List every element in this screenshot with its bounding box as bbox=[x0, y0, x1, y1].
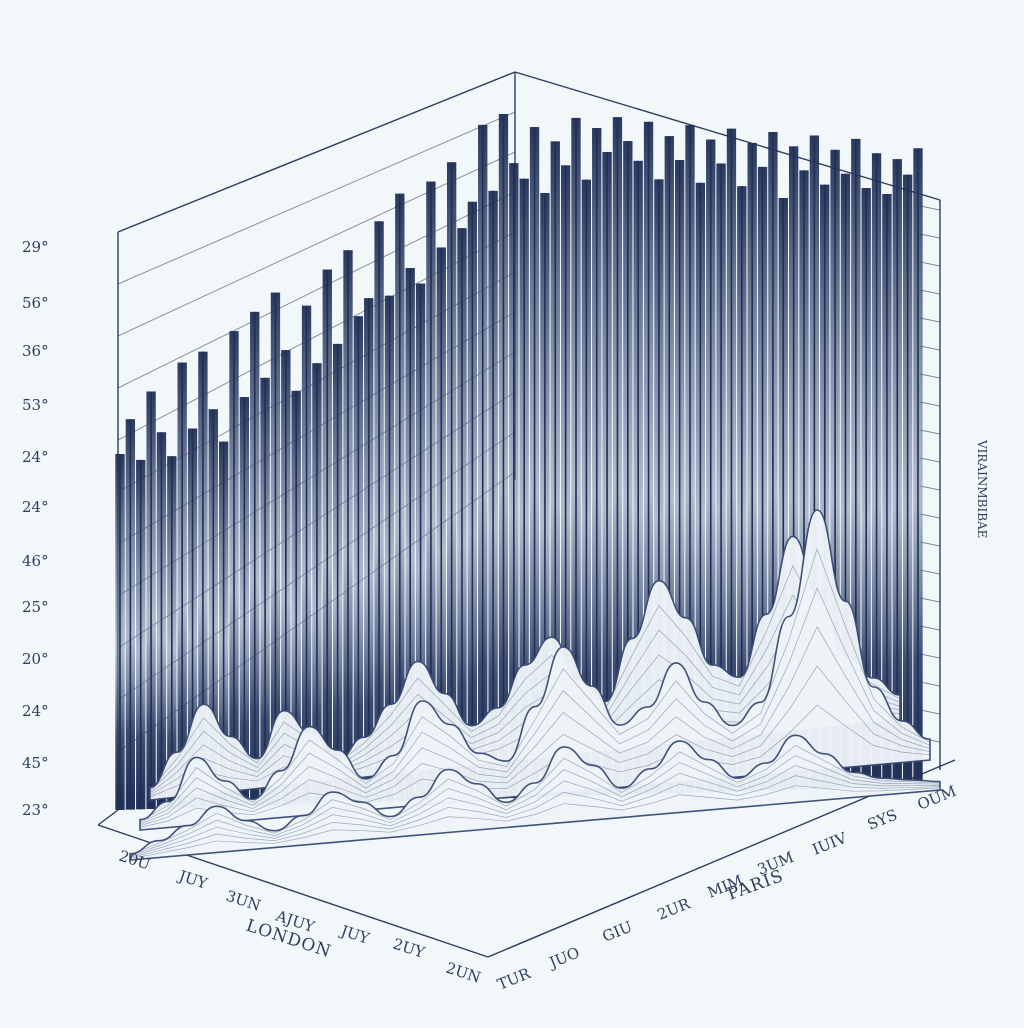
y-tick-label: 24° bbox=[22, 702, 49, 720]
right-wall-tick bbox=[919, 205, 941, 211]
ridge-contour bbox=[129, 775, 941, 858]
front-ridge bbox=[129, 734, 941, 861]
y-tick-label: 53° bbox=[22, 396, 49, 414]
left-axis-tick-label: 3UN bbox=[224, 887, 263, 915]
right-wall-tick bbox=[919, 373, 941, 379]
right-wall-ticks bbox=[919, 205, 941, 743]
right-wall-tick bbox=[919, 233, 941, 239]
right-wall-tick bbox=[919, 569, 941, 575]
right-wall-tick bbox=[919, 429, 941, 435]
right-wall-tick bbox=[919, 345, 941, 351]
ridge-contour bbox=[129, 755, 941, 856]
front-series-layer bbox=[129, 509, 941, 861]
y-tick-label: 20° bbox=[22, 650, 49, 668]
left-axis-tick-label: 2UN bbox=[444, 959, 483, 987]
right-axis-tick-label: GIU bbox=[600, 918, 635, 946]
right-wall-tick bbox=[919, 289, 941, 295]
ridge-contour bbox=[139, 547, 931, 822]
right-wall-tick bbox=[919, 317, 941, 323]
y-tick-label: 24° bbox=[22, 448, 49, 466]
y-tick-label: 23° bbox=[22, 801, 49, 819]
right-axis-tick-label: IUIV bbox=[810, 828, 851, 858]
right-axis-tick-label: 2UR bbox=[655, 894, 693, 923]
y-tick-label: 29° bbox=[22, 238, 49, 256]
front-ridge bbox=[139, 509, 931, 831]
ridge-contour bbox=[129, 744, 941, 855]
right-wall-tick bbox=[919, 261, 941, 267]
left-axis-tick-label: JUY bbox=[175, 866, 211, 893]
gridline bbox=[117, 111, 516, 285]
right-wall-tick bbox=[919, 457, 941, 463]
left-axis-tick-label: JUY bbox=[337, 921, 373, 948]
right-wall-tick bbox=[919, 653, 941, 659]
right-axis-tick-label: SYS bbox=[865, 806, 900, 834]
right-wall-tick bbox=[919, 625, 941, 631]
right-wall-tick bbox=[919, 485, 941, 491]
ridge-contour bbox=[139, 665, 931, 827]
y-tick-label: 56° bbox=[22, 294, 49, 312]
frame-left-foot bbox=[97, 809, 119, 826]
y-tick-label: 46° bbox=[22, 552, 49, 570]
y-tick-label: 45° bbox=[22, 754, 49, 772]
left-axis-tick-label: 2UY bbox=[391, 935, 428, 962]
right-wall-tick bbox=[919, 541, 941, 547]
back-series-layer bbox=[115, 113, 923, 810]
ridge-contour bbox=[129, 765, 941, 857]
right-axis-title: PARIS bbox=[725, 866, 787, 905]
ridge-contour bbox=[139, 626, 931, 825]
y-tick-label: 36° bbox=[22, 342, 49, 360]
ridge-contour bbox=[129, 785, 941, 859]
ridge-contour bbox=[149, 594, 901, 792]
right-axis-tick-label: JUO bbox=[545, 943, 582, 972]
ridge-contour bbox=[139, 704, 931, 828]
y-tick-labels: 29° 56° 36° 53° 24° 24° 46° 25° 20° 24° 45° 23° bbox=[22, 238, 49, 819]
right-wall-tick bbox=[919, 513, 941, 519]
y-tick-label: 24° bbox=[22, 498, 49, 516]
gridline bbox=[117, 71, 516, 233]
ridge-contour bbox=[149, 564, 901, 790]
ridge-contour bbox=[139, 587, 931, 824]
right-wall-tick bbox=[919, 401, 941, 407]
right-axis-tick-label: TUR bbox=[495, 964, 534, 994]
side-label: VIRAINMBIBAE bbox=[975, 439, 989, 538]
right-wall-tick bbox=[919, 597, 941, 603]
right-wall-tick bbox=[919, 709, 941, 715]
right-wall-tick bbox=[919, 681, 941, 687]
y-tick-label: 25° bbox=[22, 598, 49, 616]
